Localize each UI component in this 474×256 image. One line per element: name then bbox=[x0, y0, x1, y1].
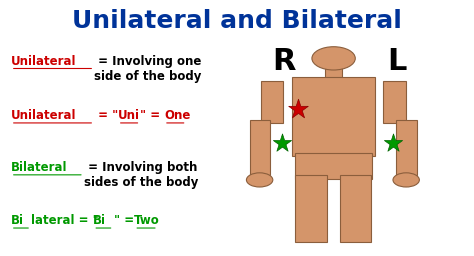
Text: Unilateral: Unilateral bbox=[11, 55, 76, 68]
Text: Bi: Bi bbox=[93, 214, 106, 227]
Text: Unilateral: Unilateral bbox=[11, 109, 76, 122]
Circle shape bbox=[246, 173, 273, 187]
Circle shape bbox=[312, 47, 356, 70]
Point bbox=[278, 141, 285, 145]
FancyBboxPatch shape bbox=[295, 153, 372, 179]
Text: = Involving one
side of the body: = Involving one side of the body bbox=[94, 55, 201, 83]
Text: = Involving both
sides of the body: = Involving both sides of the body bbox=[84, 161, 198, 189]
FancyBboxPatch shape bbox=[340, 175, 371, 242]
Text: R: R bbox=[273, 47, 296, 76]
Text: = ": = " bbox=[94, 109, 118, 122]
Text: " =: " = bbox=[140, 109, 164, 122]
Text: Unilateral and Bilateral: Unilateral and Bilateral bbox=[72, 9, 402, 33]
Text: lateral = ": lateral = " bbox=[31, 214, 99, 227]
Text: L: L bbox=[388, 47, 407, 76]
FancyBboxPatch shape bbox=[325, 68, 342, 79]
FancyBboxPatch shape bbox=[295, 175, 327, 242]
Point bbox=[389, 141, 396, 145]
Text: Two: Two bbox=[134, 214, 160, 227]
Point bbox=[294, 107, 302, 111]
Text: One: One bbox=[164, 109, 191, 122]
Text: Bi: Bi bbox=[11, 214, 24, 227]
FancyBboxPatch shape bbox=[261, 81, 283, 123]
FancyBboxPatch shape bbox=[383, 81, 406, 123]
Text: Uni: Uni bbox=[118, 109, 140, 122]
Text: Bilateral: Bilateral bbox=[11, 161, 67, 174]
Circle shape bbox=[393, 173, 419, 187]
Text: " =: " = bbox=[114, 214, 138, 227]
FancyBboxPatch shape bbox=[396, 120, 417, 175]
FancyBboxPatch shape bbox=[250, 120, 271, 175]
FancyBboxPatch shape bbox=[292, 77, 375, 156]
